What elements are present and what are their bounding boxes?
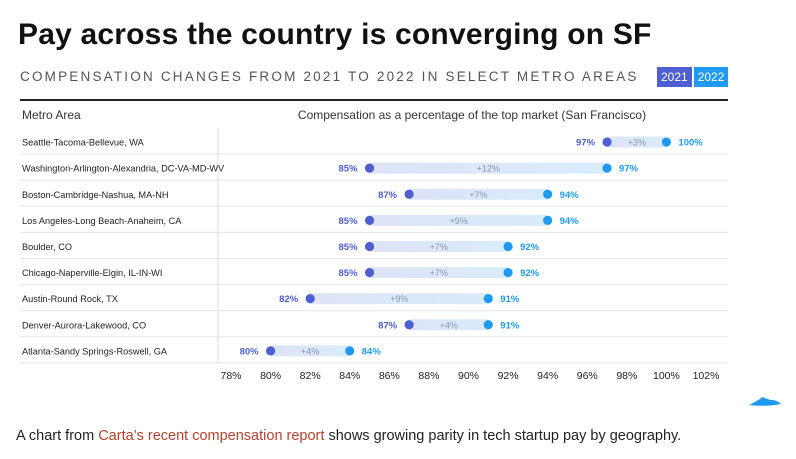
metro-label: Atlanta-Sandy Springs-Roswell, GA (22, 346, 168, 356)
x-tick-label: 90% (458, 370, 479, 382)
x-axis-title: Compensation as a percentage of the top … (298, 108, 646, 122)
change-label: +3% (628, 138, 646, 148)
dot-2021 (404, 320, 414, 330)
value-label-2021: 80% (240, 346, 260, 357)
x-tick-label: 98% (616, 370, 637, 382)
dot-2021 (364, 241, 375, 252)
caption-link[interactable]: Carta’s recent compensation report (98, 428, 325, 444)
x-tick-label: 96% (577, 370, 598, 382)
value-label-2021: 82% (279, 294, 299, 305)
x-tick-label: 82% (300, 370, 321, 382)
range-bar (369, 162, 608, 174)
range-bar (310, 293, 489, 305)
value-label-2022: 100% (678, 138, 703, 149)
metro-column-header: Metro Area (22, 108, 81, 122)
value-label-2021: 87% (378, 190, 398, 201)
value-label-2022: 84% (362, 346, 382, 357)
x-tick-label: 94% (537, 370, 558, 382)
value-label-2022: 94% (560, 216, 580, 227)
dumbbell-chart: Metro Area Compensation as a percentage o… (20, 108, 728, 382)
value-label-2022: 92% (520, 242, 540, 253)
value-label-2021: 85% (339, 216, 359, 227)
header-rule (20, 99, 728, 101)
x-tick-label: 80% (260, 370, 281, 382)
value-label-2021: 87% (378, 320, 398, 331)
x-tick-label: 102% (693, 370, 720, 382)
metro-label: Chicago-Naperville-Elgin, IL-IN-WI (22, 268, 162, 278)
dot-2022 (503, 241, 513, 252)
dot-2021 (404, 189, 414, 199)
x-tick-label: 84% (339, 370, 360, 382)
change-label: +9% (390, 294, 408, 304)
dot-2022 (543, 215, 553, 225)
dot-2021 (364, 267, 375, 278)
x-tick-label: 100% (653, 370, 680, 382)
metro-label: Washington-Arlington-Alexandria, DC-VA-M… (22, 164, 225, 174)
value-label-2022: 97% (619, 164, 639, 175)
range-bar (270, 345, 350, 357)
change-label: +4% (301, 346, 319, 356)
value-label-2021: 97% (576, 138, 596, 149)
value-label-2021: 85% (339, 268, 359, 279)
caption-before: A chart from (16, 428, 99, 444)
chart-subtitle: COMPENSATION CHANGES FROM 2021 TO 2022 I… (20, 69, 639, 84)
legend-2022: 2022 (693, 67, 729, 87)
metro-label: Austin-Round Rock, TX (22, 294, 118, 304)
range-bar (607, 136, 667, 148)
change-label: +12% (477, 164, 500, 174)
range-bar (409, 319, 489, 331)
x-tick-label: 86% (379, 370, 400, 382)
metro-label: Boston-Cambridge-Nashua, MA-NH (22, 190, 169, 200)
change-label: +9% (449, 216, 467, 226)
dot-2022 (661, 137, 672, 147)
chart-title: Pay across the country is converging on … (18, 18, 652, 51)
change-label: +7% (430, 242, 448, 252)
dot-2022 (483, 294, 493, 304)
dot-2022 (602, 163, 612, 173)
metro-label: Seattle-Tacoma-Bellevue, WA (22, 138, 145, 148)
value-label-2022: 91% (500, 320, 520, 331)
dot-2022 (483, 320, 493, 330)
dot-2021 (305, 294, 315, 304)
change-label: +7% (469, 190, 487, 200)
metro-label: Denver-Aurora-Lakewood, CO (22, 320, 146, 330)
dot-2021 (364, 215, 375, 225)
caption-after: shows growing parity in tech startup pay… (324, 428, 682, 444)
x-tick-label: 92% (498, 370, 519, 382)
metro-label: Boulder, CO (22, 242, 72, 252)
change-label: +4% (440, 320, 458, 330)
x-tick-label: 88% (418, 370, 439, 382)
wave-icon (749, 397, 781, 406)
legend-2021: 2021 (657, 67, 692, 87)
dot-2022 (543, 189, 553, 199)
value-label-2022: 91% (500, 294, 520, 305)
x-tick-label: 78% (220, 370, 241, 382)
range-bar (369, 267, 509, 279)
value-label-2022: 92% (520, 268, 540, 279)
range-bar (369, 240, 509, 252)
dot-2022 (503, 267, 513, 278)
value-label-2021: 85% (339, 164, 359, 175)
dot-2021 (364, 163, 375, 173)
dot-2022 (345, 346, 355, 356)
range-bar (409, 188, 548, 200)
metro-label: Los Angeles-Long Beach-Anaheim, CA (22, 216, 182, 226)
caption: A chart from Carta’s recent compensation… (16, 428, 681, 444)
value-label-2021: 85% (339, 242, 359, 253)
legend: 2021 2022 (657, 67, 729, 87)
range-bar (369, 214, 548, 226)
change-label: +7% (430, 268, 448, 278)
value-label-2022: 94% (560, 190, 580, 201)
dot-2021 (602, 137, 612, 147)
dot-2021 (265, 346, 276, 356)
